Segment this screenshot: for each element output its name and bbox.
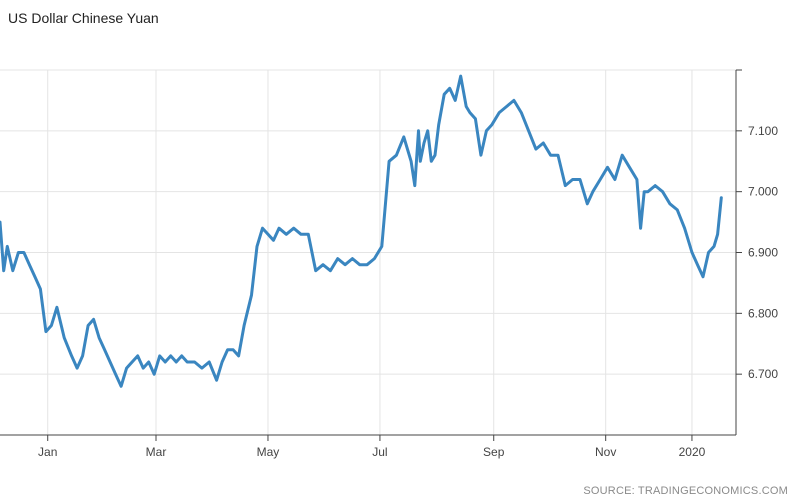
y-tick-label: 7.100 [748, 124, 778, 138]
series-line [0, 74, 723, 388]
x-tick-label: Jul [372, 445, 387, 459]
y-tick-label: 6.800 [748, 306, 778, 320]
x-tick-label: Sep [483, 445, 505, 459]
y-tick-label: 7.000 [748, 185, 778, 199]
x-tick-label: May [257, 445, 280, 459]
y-tick-label: 6.900 [748, 246, 778, 260]
grid-lines [0, 69, 736, 435]
y-tick-label: 6.700 [748, 367, 778, 381]
x-axis-ticks: Jan Mar May Jul Sep Nov 2020 [38, 435, 706, 459]
x-tick-label: Mar [146, 445, 167, 459]
chart-title: US Dollar Chinese Yuan [8, 10, 159, 26]
x-tick-label: 2020 [679, 445, 706, 459]
source-label: SOURCE: TRADINGECONOMICS.COM [583, 485, 788, 497]
x-tick-label: Nov [595, 445, 616, 459]
y-axis-ticks: 6.700 6.800 6.900 7.000 7.100 [736, 69, 778, 381]
x-tick-label: Jan [38, 445, 57, 459]
